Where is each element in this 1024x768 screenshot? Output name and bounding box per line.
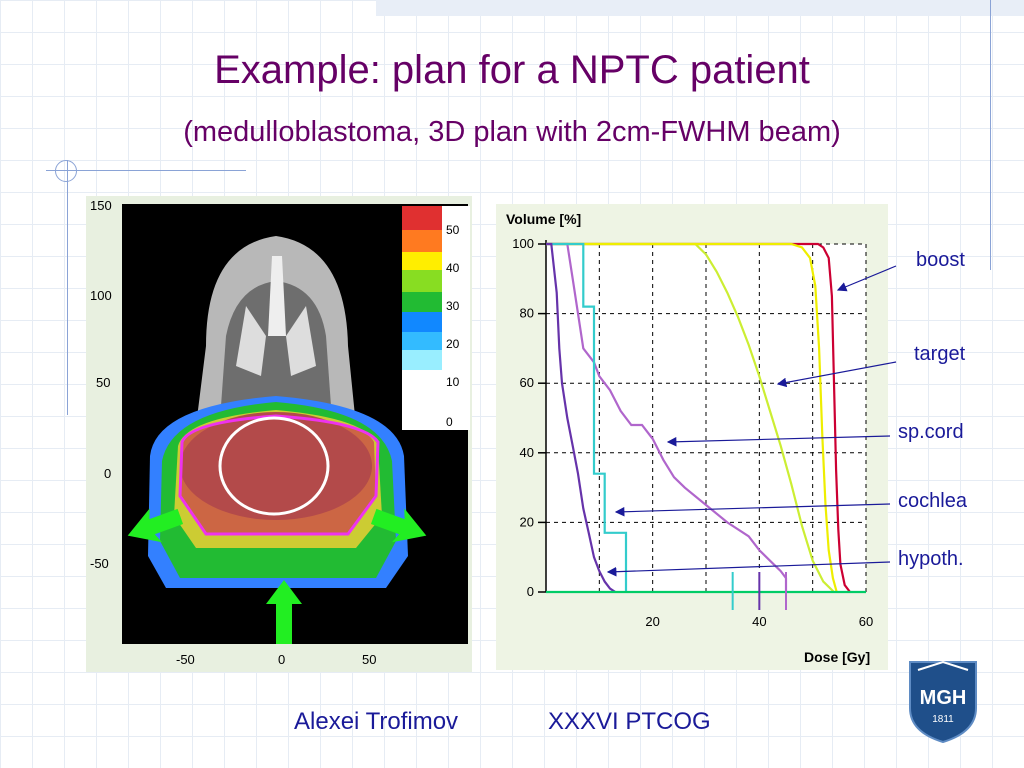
decor-line-right	[990, 0, 991, 270]
dvh-x-tick-label: 20	[645, 614, 659, 629]
boost-contour	[218, 416, 330, 516]
map-x-tick-50: 50	[362, 652, 376, 667]
colorbar-tick-20: 20	[446, 337, 460, 351]
label-target: target	[914, 343, 966, 365]
dvh-series-spcord	[546, 242, 788, 592]
dose-map: 50 40 30 20 10 0 150 100 50 0 -50 -50 0 …	[86, 196, 472, 672]
dvh-y-tick-label: 20	[520, 514, 534, 529]
mgh-logo: MGH 1811	[909, 660, 977, 744]
dvh-series-hypoth	[546, 242, 616, 593]
colorbar-tick-50: 50	[446, 223, 460, 237]
colorbar-tick-0: 0	[446, 415, 453, 429]
footer-conference: XXXVI PTCOG	[548, 708, 711, 735]
decor-line-horizontal	[46, 170, 246, 171]
dvh-series-unnamed-2	[546, 242, 838, 593]
ct-septum	[268, 256, 286, 336]
beam-arrow-bottom	[266, 580, 302, 644]
top-band	[376, 0, 1024, 16]
dvh-ticks-group: 100 80 60 40 20 0 20 40 60	[512, 236, 873, 629]
dose-core-red	[180, 412, 372, 520]
colorbar: 50 40 30 20 10 0	[402, 206, 470, 430]
slide-title: Example: plan for a NPTC patient	[214, 48, 810, 92]
ct-bone-right	[286, 306, 316, 376]
dvh-y-tick-label: 100	[512, 236, 534, 251]
decor-line-left	[67, 160, 68, 415]
dvh-x-tick-label: 60	[859, 614, 873, 629]
dvh-series-target	[546, 242, 835, 593]
dvh-y-tick-label: 80	[520, 306, 534, 321]
dvh-y-tick-label: 40	[520, 445, 534, 460]
footer-author: Alexei Trofimov	[294, 708, 459, 735]
decor-circle	[55, 160, 77, 182]
map-y-tick-0: 0	[104, 466, 111, 481]
dvh-x-tick-label: 40	[752, 614, 766, 629]
label-hypoth: hypoth.	[898, 548, 964, 570]
beam-arrow-right	[370, 508, 427, 543]
target-contour	[178, 414, 380, 536]
map-y-tick-100: 100	[90, 288, 112, 303]
beam-arrow-left	[127, 508, 184, 543]
dvh-markers-group	[731, 572, 787, 610]
map-y-tick-50: 50	[96, 375, 110, 390]
label-cochlea: cochlea	[898, 490, 967, 512]
label-spcord: sp.cord	[898, 421, 964, 443]
colorbar-tick-10: 10	[446, 375, 460, 389]
map-x-tick-0: 0	[278, 652, 285, 667]
ct-bone-left	[236, 306, 266, 376]
map-y-tick-150: 150	[90, 198, 112, 213]
slide-subtitle: (medulloblastoma, 3D plan with 2cm-FWHM …	[183, 116, 841, 148]
dvh-series-cochlea	[546, 242, 628, 592]
dvh-x-label: Dose [Gy]	[804, 649, 870, 665]
label-boost: boost	[916, 249, 965, 271]
dvh-chart: 100 80 60 40 20 0 20 40 60 Volume [%] Dose [Gy]	[496, 204, 888, 670]
dvh-grid	[545, 240, 867, 592]
colorbar-tick-30: 30	[446, 299, 460, 313]
logo-year: 1811	[932, 714, 954, 725]
logo-text: MGH	[920, 687, 967, 709]
dvh-y-tick-label: 0	[527, 584, 534, 599]
map-x-tick-neg50: -50	[176, 652, 195, 667]
colorbar-tick-40: 40	[446, 261, 460, 275]
dvh-y-label: Volume [%]	[506, 211, 581, 227]
map-y-tick-neg50: -50	[90, 556, 109, 571]
dvh-y-tick-label: 60	[520, 375, 534, 390]
